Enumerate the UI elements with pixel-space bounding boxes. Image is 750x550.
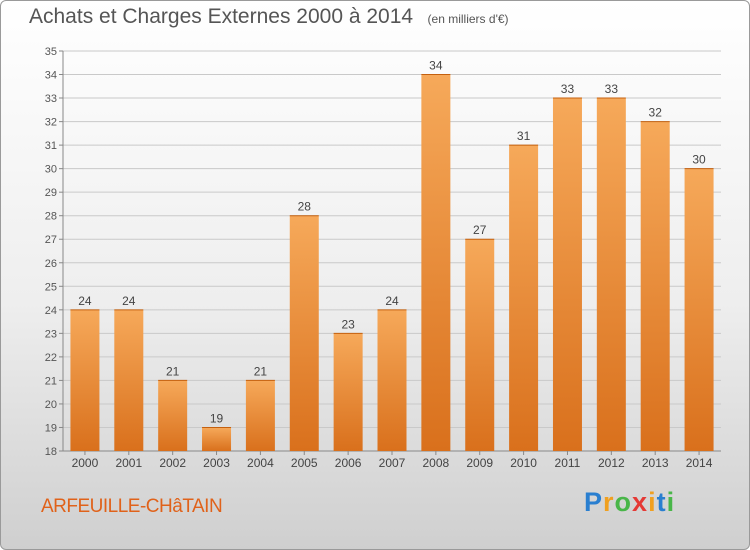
bar-2014 [685, 169, 714, 451]
bar-2002 [158, 380, 187, 451]
chart-frame: Achats et Charges Externes 2000 à 2014 (… [0, 0, 750, 550]
bar-2003 [202, 427, 231, 451]
y-tick-label: 24 [45, 305, 57, 317]
x-tick-label-2006: 2006 [335, 456, 362, 470]
x-tick-label-2012: 2012 [598, 456, 625, 470]
bar-2008 [421, 75, 450, 451]
y-tick-label: 34 [45, 70, 57, 82]
y-tick-label: 19 [45, 422, 57, 434]
bar-chart: 18 19 20 21 22 23 24 25 26 27 28 29 30 31 32 33 34 35 2000… [1, 1, 750, 550]
data-label-2000: 24 [78, 294, 92, 308]
y-tick-label: 26 [45, 258, 57, 270]
bar-2009 [465, 239, 494, 451]
data-label-2005: 28 [298, 200, 312, 214]
x-tick-label-2007: 2007 [379, 456, 406, 470]
y-tick-label: 25 [45, 281, 57, 293]
x-tick-label-2009: 2009 [466, 456, 493, 470]
x-tick-label-2011: 2011 [555, 456, 581, 470]
data-label-2010: 31 [517, 129, 531, 143]
bar-2005 [290, 216, 319, 451]
y-tick-label: 23 [45, 328, 57, 340]
data-label-2013: 32 [649, 106, 663, 120]
x-tick-label-2013: 2013 [642, 456, 669, 470]
data-label-2014: 30 [692, 153, 706, 167]
data-label-2011: 33 [561, 82, 575, 96]
bar-2010 [509, 145, 538, 451]
y-tick-label: 18 [45, 446, 57, 458]
x-tick-label-2010: 2010 [510, 456, 537, 470]
bar-2012 [597, 98, 626, 451]
data-label-2009: 27 [473, 223, 487, 237]
bar-2004 [246, 380, 275, 451]
data-label-2008: 34 [429, 59, 443, 73]
x-tick-label-2002: 2002 [159, 456, 186, 470]
data-label-2007: 24 [385, 294, 399, 308]
x-tick-label-2003: 2003 [203, 456, 230, 470]
proxiti-logo: Proxiti [584, 487, 675, 518]
y-tick-label: 22 [45, 352, 57, 364]
y-tick-label: 33 [45, 93, 57, 105]
data-label-2004: 21 [254, 364, 268, 378]
y-tick-label: 31 [45, 140, 57, 152]
town-name: ARFEUILLE-CHâTAIN [41, 496, 222, 518]
bar-2007 [378, 310, 407, 451]
y-tick-label: 35 [45, 46, 57, 58]
data-label-2001: 24 [122, 294, 136, 308]
x-tick-label-2014: 2014 [686, 456, 713, 470]
y-tick-label: 20 [45, 399, 57, 411]
x-tick-label-2004: 2004 [247, 456, 274, 470]
bar-2006 [334, 333, 363, 451]
y-tick-label: 28 [45, 211, 57, 223]
data-label-2002: 21 [166, 364, 180, 378]
x-tick-label-2000: 2000 [72, 456, 99, 470]
x-tick-label-2005: 2005 [291, 456, 318, 470]
bar-2001 [114, 310, 143, 451]
y-tick-label: 30 [45, 164, 57, 176]
x-tick-label-2001: 2001 [115, 456, 142, 470]
data-label-2012: 33 [605, 82, 619, 96]
y-tick-label: 29 [45, 187, 57, 199]
bar-2013 [641, 122, 670, 451]
bar-2011 [553, 98, 582, 451]
data-label-2003: 19 [210, 411, 224, 425]
y-tick-label: 27 [45, 234, 57, 246]
y-tick-label: 21 [45, 375, 57, 387]
x-tick-label-2008: 2008 [423, 456, 450, 470]
data-label-2006: 23 [341, 317, 355, 331]
y-tick-label: 32 [45, 117, 57, 129]
bar-2000 [70, 310, 99, 451]
